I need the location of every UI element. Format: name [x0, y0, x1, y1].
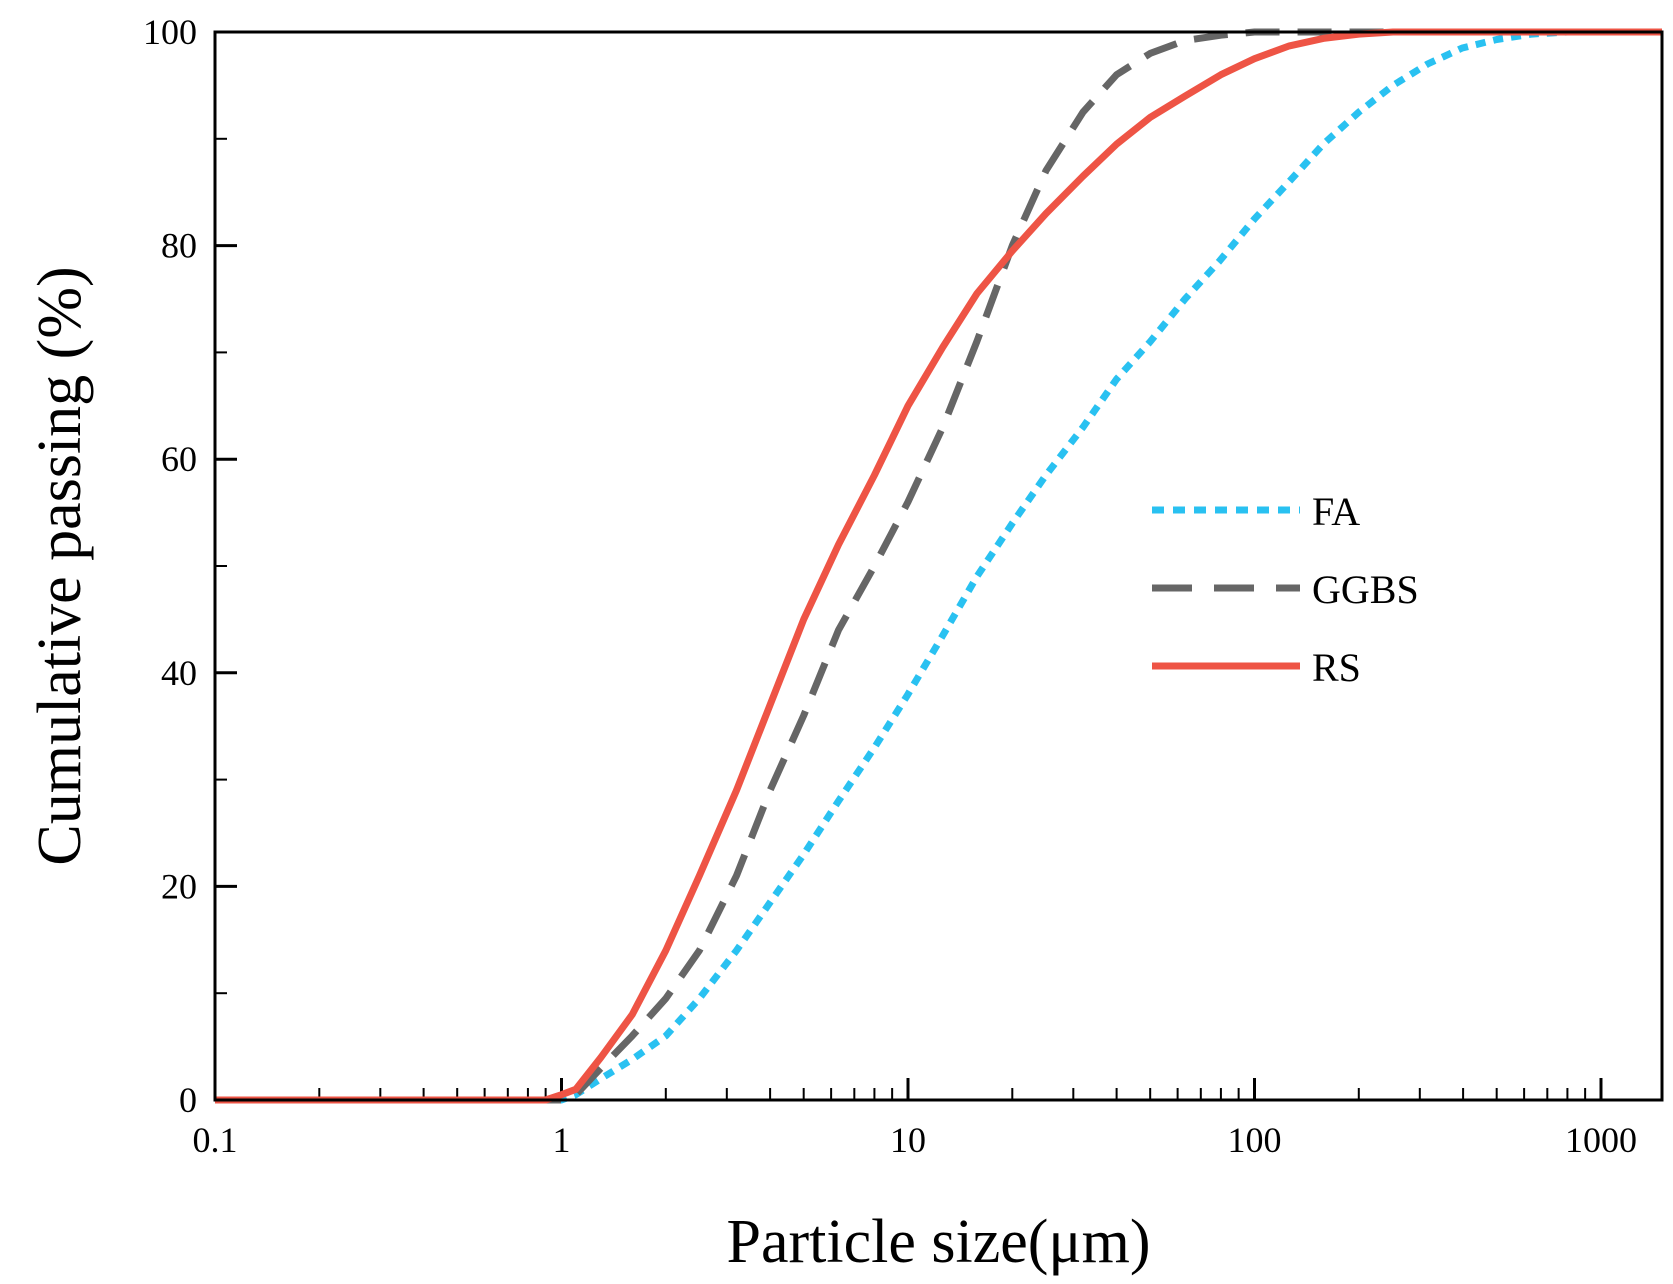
legend-label: RS — [1312, 645, 1361, 690]
x-tick-label: 10 — [890, 1120, 926, 1160]
plot-area-frame — [213, 30, 1664, 1102]
y-tick-label: 20 — [161, 866, 197, 906]
x-tick-label: 1000 — [1565, 1120, 1637, 1160]
series-line-fa — [215, 28, 1662, 1104]
legend: FA GGBS RS — [1152, 489, 1419, 690]
y-tick-label: 40 — [161, 653, 197, 693]
x-tick-label: 100 — [1227, 1120, 1281, 1160]
y-tick-label: 60 — [161, 439, 197, 479]
series-line-ggbs — [215, 28, 1662, 1104]
y-tick-label: 0 — [179, 1080, 197, 1120]
legend-label: FA — [1312, 489, 1360, 534]
y-tick-label: 80 — [161, 226, 197, 266]
legend-label: GGBS — [1312, 567, 1419, 612]
y-tick-label: 100 — [143, 12, 197, 52]
x-axis-title: Particle size(μm) — [726, 1208, 1150, 1276]
series-line-rs — [215, 28, 1662, 1104]
x-tick-label: 1 — [552, 1120, 570, 1160]
series-layer — [215, 28, 1662, 1104]
y-axis-title: Cumulative passing (%) — [26, 266, 94, 865]
x-tick-label: 0.1 — [193, 1120, 238, 1160]
